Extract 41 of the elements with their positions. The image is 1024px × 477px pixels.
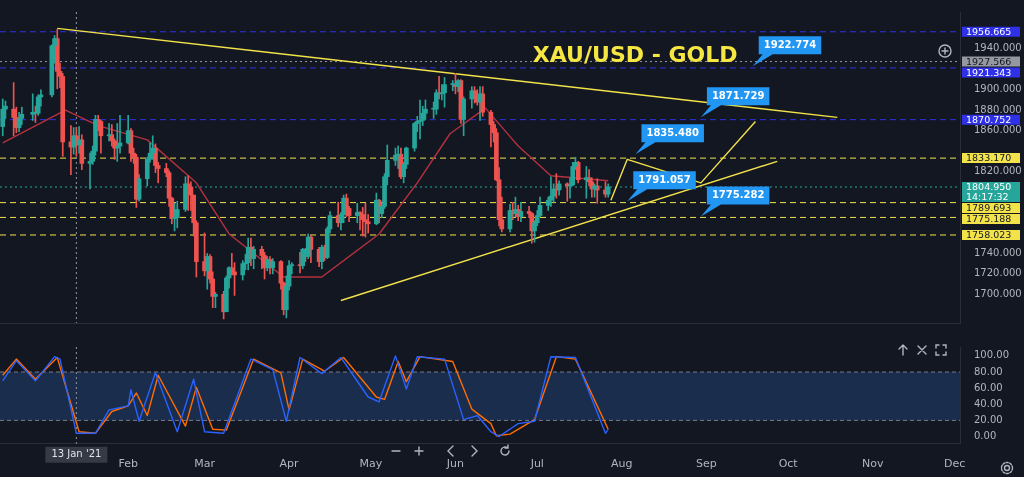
ref-line-label: 1921.343 [966,66,1012,78]
x-tick-label: Dec [943,457,966,471]
y-tick-label: 80.00 [974,365,1003,377]
y-tick-label: 1880.000 [974,103,1022,115]
annotation: 1871.729 [711,89,765,101]
annotation: 1791.057 [638,173,691,185]
y-tick-label: 0.00 [974,430,997,442]
y-tick-label: 1720.000 [974,267,1022,279]
ref-line-label: 1775.188 [966,212,1012,224]
x-tick-label: Oct [778,457,799,471]
y-tick-label: 1940.000 [974,42,1022,54]
y-tick-label: 20.00 [974,414,1003,425]
x-tick-label: Jun [445,457,465,471]
ref-line-label: 1870.752 [966,113,1012,125]
y-tick-label: 40.00 [974,397,1003,409]
x-tick-label: Apr [279,457,300,471]
x-tick-label: Feb [118,457,138,471]
y-tick-label: 1860.000 [974,124,1022,136]
annotation: 1922.774 [763,38,817,50]
x-tick-label: May [359,457,383,471]
ref-line-label: 13 Jan '21 [51,448,102,460]
x-tick-label: Aug [611,457,633,471]
x-tick-label: Sep [696,457,717,471]
ref-line-label: 1927.566 [966,55,1012,67]
x-tick-label: Jul [529,457,544,471]
y-tick-label: 1740.000 [974,247,1022,259]
y-tick-label: 1900.000 [974,83,1022,95]
x-tick-label: Mar [194,457,216,471]
ref-line-label: 1758.023 [966,228,1012,240]
x-tick-label: Nov [861,457,884,471]
y-tick-label: 1700.000 [974,287,1022,299]
annotation: 1775.282 [711,189,765,201]
text: XAU/USD - GOLD [532,41,738,67]
annotation: 1835.480 [646,126,699,138]
ref-line-label: 1789.693 [966,201,1012,213]
ref-line-label: 1804.950 14:17:32 [966,180,1012,202]
y-tick-label: 100.00 [974,349,1009,361]
ref-line-label: 1833.170 [966,152,1012,164]
ref-line-label: 1956.665 [966,25,1012,37]
y-tick-label: 60.00 [974,381,1003,393]
y-tick-label: 1820.000 [974,165,1022,177]
